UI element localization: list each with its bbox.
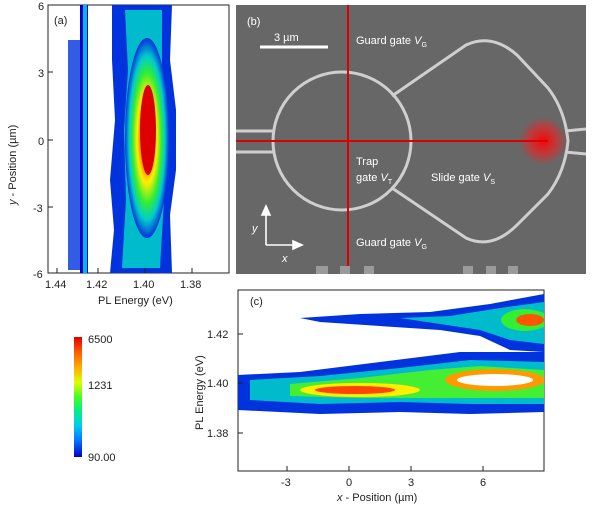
panel-a-ytick-2: 0 <box>38 136 44 148</box>
panel-a-label: (a) <box>54 15 67 27</box>
axis-arrows <box>260 204 304 251</box>
panel-c-heatmap <box>238 294 544 414</box>
panel-a-ylabel: y - Position (µm) <box>7 125 19 206</box>
panel-c-xtick-0: -3 <box>281 477 291 489</box>
panel-c-right-saturated <box>457 374 533 386</box>
slide-gate-outline <box>391 39 570 244</box>
panel-a-speckle-edge <box>68 40 80 270</box>
panel-c-ytick-0: 1.42 <box>207 329 228 341</box>
axis-x-label: x <box>281 253 288 265</box>
panel-a-ytick-1: 3 <box>38 68 44 80</box>
lead-right <box>564 127 587 156</box>
panel-a-side-line-core <box>83 5 87 273</box>
trap-gate-label-line1: Trap <box>356 156 378 168</box>
panel-a-ytick-0: 6 <box>38 1 44 13</box>
panel-c-upper-band <box>300 294 544 352</box>
panel-a-xlabel: PL Energy (eV) <box>98 295 173 307</box>
panel-a-ytick-4: -6 <box>33 269 43 281</box>
lead-left <box>236 129 275 154</box>
panel-a-xtick-3: 1.38 <box>180 279 201 291</box>
panel-c-ytick-1: 1.40 <box>207 378 228 390</box>
colorbar-tick-mid: 1231 <box>88 380 112 392</box>
guard-gate-bottom-label: Guard gate VG <box>356 237 427 251</box>
panel-c-ylabel: PL Energy (eV) <box>194 355 206 430</box>
panel-a-xtick-1: 1.42 <box>86 279 107 291</box>
panel-c-xtick-1: 0 <box>346 477 352 489</box>
slide-gate-label: Slide gate VS <box>431 172 495 186</box>
panel-c-upper-hotspot-core <box>516 314 544 326</box>
scalebar-label: 3 µm <box>274 32 299 44</box>
panel-a-x-ticks <box>56 268 193 273</box>
panel-c-label: (c) <box>250 296 263 308</box>
panel-c-ytick-2: 1.38 <box>207 428 228 440</box>
colorbar: 6500 1231 90.00 <box>74 334 116 464</box>
panel-b: (b) 3 µm Guard gate VG Trap gate VT Slid… <box>236 5 587 274</box>
panel-b-label: (b) <box>247 16 260 28</box>
panel-a-ytick-3: -3 <box>33 203 43 215</box>
panel-c-lower-red <box>315 386 395 394</box>
panel-a-y-ticks <box>48 4 53 274</box>
panel-a-heatmap <box>68 5 176 273</box>
trap-gate-label-line2: gate VT <box>356 172 393 186</box>
panel-c: (c) -3 0 3 6 x - Position (µm) 1.42 1.40… <box>194 289 545 504</box>
panel-c-y-ticks <box>238 333 243 434</box>
panel-a-xtick-0: 1.44 <box>45 279 66 291</box>
panel-a: (a) 1.44 1.42 1.40 1.38 PL Energy (eV) 6… <box>7 1 230 307</box>
panel-c-xlabel: x - Position (µm) <box>336 492 417 504</box>
panel-a-xtick-2: 1.40 <box>133 279 154 291</box>
panel-c-xtick-3: 6 <box>480 477 486 489</box>
colorbar-gradient <box>74 337 82 457</box>
contact-pads <box>316 266 518 274</box>
axis-y-label: y <box>251 223 259 235</box>
panel-c-xtick-2: 3 <box>408 477 414 489</box>
panel-c-x-ticks <box>286 466 484 471</box>
panel-a-core <box>140 85 156 175</box>
colorbar-tick-max: 6500 <box>88 334 112 346</box>
guard-gate-top-label: Guard gate VG <box>356 35 427 49</box>
colorbar-tick-min: 90.00 <box>88 452 116 464</box>
